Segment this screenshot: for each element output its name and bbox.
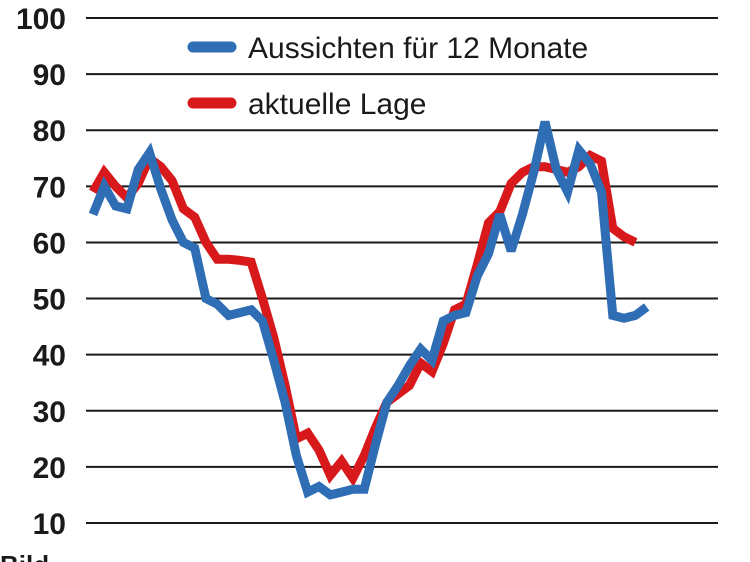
y-tick-label-80: 80 — [33, 115, 66, 148]
y-tick-label-20: 20 — [33, 452, 66, 485]
y-tick-label-100: 100 — [16, 3, 66, 36]
y-tick-label-70: 70 — [33, 171, 66, 204]
y-tick-label-50: 50 — [33, 284, 66, 317]
y-tick-label-90: 90 — [33, 59, 66, 92]
series-line-0 — [88, 120, 650, 500]
y-axis-tick-labels: 10 20 30 40 50 60 70 80 90 100 — [16, 3, 66, 541]
y-tick-label-40: 40 — [33, 340, 66, 373]
legend-label-series-1: aktuelle Lage — [248, 88, 426, 121]
legend: Aussichten für 12 Monate aktuelle Lage — [187, 32, 588, 121]
series-lines — [88, 120, 650, 500]
y-tick-label-30: 30 — [33, 396, 66, 429]
legend-label-series-0: Aussichten für 12 Monate — [248, 32, 588, 65]
cut-off-caption: Bild — [0, 550, 49, 562]
y-tick-label-10: 10 — [33, 508, 66, 541]
series-line-1 — [89, 150, 638, 487]
y-tick-label-60: 60 — [33, 227, 66, 260]
